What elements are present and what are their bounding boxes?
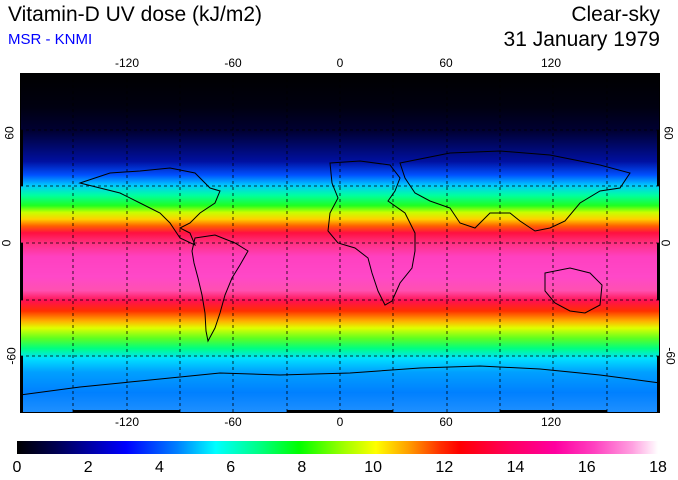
colorbar-tick-label: 10 (364, 459, 383, 476)
lon-tick-top: -60 (224, 56, 242, 70)
border-segments-left (20, 130, 23, 413)
lon-tick-bottom: 60 (439, 415, 453, 429)
lat-tick-right: -60 (663, 347, 678, 365)
data-source: MSR - KNMI (8, 31, 93, 48)
colorbar (17, 441, 658, 454)
colorbar-tick-label: 16 (577, 459, 596, 476)
lat-tick-right: 60 (661, 126, 676, 140)
coastline-antarctica (20, 365, 660, 396)
map-date: 31 January 1979 (503, 28, 660, 51)
sky-condition: Clear-sky (571, 3, 660, 26)
lon-tick-top: 60 (439, 56, 453, 70)
lat-tick-left: 60 (2, 126, 17, 140)
coastlines (20, 150, 660, 396)
colorbar-tick-label: 12 (435, 459, 454, 476)
lon-tick-top: -120 (114, 56, 140, 70)
border-segments-right (657, 130, 660, 413)
colorbar-tick-label: 14 (506, 459, 525, 476)
map-border (20, 73, 660, 413)
colorbar-tick-label: 6 (226, 459, 236, 476)
lon-tick-bottom: -60 (224, 415, 242, 429)
lat-tick-left: 0 (0, 239, 14, 247)
lon-tick-bottom: 0 (336, 415, 344, 429)
lat-tick-right: 0 (658, 239, 673, 247)
colorbar-tick-label: 18 (649, 459, 667, 476)
coastline-north-america (78, 167, 221, 246)
lon-tick-bottom: -120 (114, 415, 140, 429)
map-overlay (20, 73, 660, 413)
coastline-asia (399, 150, 631, 232)
coastline-europe-africa (327, 160, 416, 306)
colorbar-tick-label: 4 (154, 459, 164, 476)
lon-tick-top: 0 (336, 56, 344, 70)
lon-tick-bottom: 120 (540, 415, 562, 429)
colorbar-tick-label: 0 (12, 459, 22, 476)
chart-title: Vitamin-D UV dose (kJ/m2) (8, 3, 263, 26)
coastline-south-america (191, 234, 249, 343)
graticule (20, 73, 660, 413)
colorbar-tick-label: 8 (297, 459, 307, 476)
uv-dose-map (20, 73, 660, 413)
lat-tick-left: -60 (4, 347, 19, 365)
border-segments-bottom (73, 410, 607, 413)
coastline-australia (544, 267, 603, 314)
border-segments-top (73, 73, 607, 76)
colorbar-tick-label: 2 (83, 459, 93, 476)
lon-tick-top: 120 (540, 56, 562, 70)
